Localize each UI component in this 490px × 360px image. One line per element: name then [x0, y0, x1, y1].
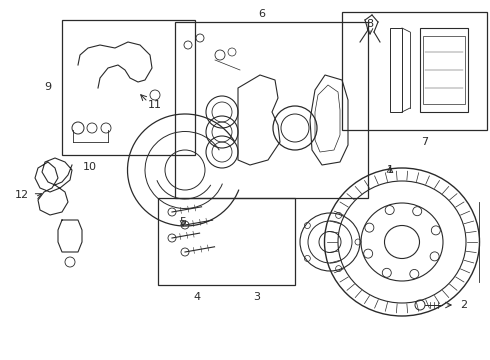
- Text: 3: 3: [253, 292, 260, 302]
- Text: 9: 9: [45, 82, 51, 93]
- Text: 5: 5: [179, 217, 187, 227]
- Text: 11: 11: [148, 100, 162, 110]
- Text: 1: 1: [387, 165, 393, 175]
- Text: 4: 4: [193, 292, 200, 302]
- Text: 10: 10: [83, 162, 97, 172]
- Text: 7: 7: [421, 137, 428, 147]
- Text: 12: 12: [15, 190, 29, 200]
- Text: 2: 2: [460, 300, 467, 310]
- Text: 6: 6: [258, 9, 265, 19]
- Text: 8: 8: [367, 19, 373, 29]
